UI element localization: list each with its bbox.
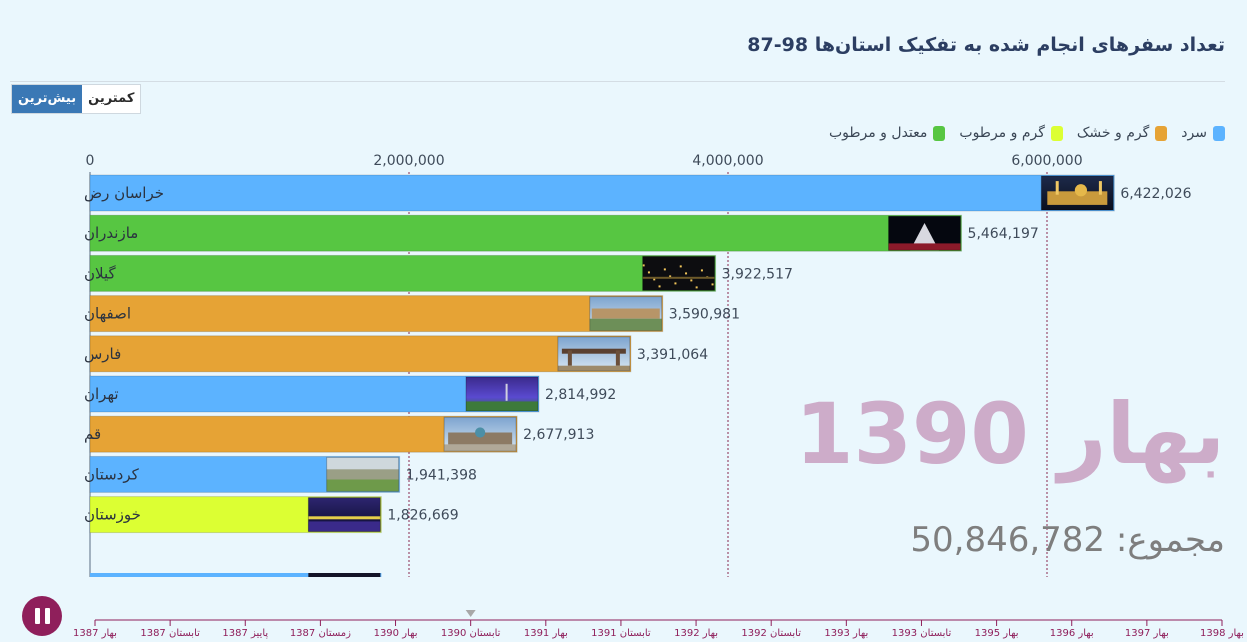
- timeline-label[interactable]: تابستان 1393: [892, 628, 952, 639]
- legend-item-temperate-humid[interactable]: معتدل و مرطوب: [828, 125, 946, 141]
- timeline-label[interactable]: زمستان 1387: [290, 628, 351, 639]
- x-tick-label: 4,000,000: [692, 153, 763, 169]
- bar-thumbnail: [589, 296, 663, 332]
- province-label: گیلان: [84, 264, 116, 282]
- legend-item-hot-humid[interactable]: گرم و مرطوب: [959, 125, 1063, 141]
- province-label: تهران: [84, 385, 119, 403]
- title-divider: [10, 81, 1225, 82]
- bar-thumbnail: [307, 497, 381, 533]
- province-label: خوزستان: [84, 506, 141, 524]
- bar-thumbnail: [443, 416, 517, 452]
- bar-thumbnail: [557, 336, 631, 372]
- legend-label-hot-humid: گرم و مرطوب: [959, 125, 1045, 141]
- province-label: خراسان رض: [84, 184, 164, 202]
- timeline-label[interactable]: تابستان 1387: [140, 628, 200, 639]
- legend-item-cold[interactable]: سرد: [1181, 125, 1225, 141]
- province-label: فارس: [84, 345, 121, 363]
- bar-value-label: 6,422,026: [1120, 186, 1191, 202]
- timeline-label[interactable]: بهار 1398: [1200, 628, 1244, 639]
- timeline-label[interactable]: پاییز 1387: [222, 628, 268, 639]
- x-tick-label: 2,000,000: [373, 153, 444, 169]
- bar-thumbnail: [642, 255, 716, 291]
- timeline-label[interactable]: تابستان 1392: [741, 628, 801, 639]
- bar-value-label: 5,464,197: [968, 226, 1039, 242]
- timeline-label[interactable]: بهار 1391: [524, 628, 568, 639]
- timeline-label[interactable]: بهار 1390: [374, 628, 418, 639]
- pause-button[interactable]: [22, 596, 62, 636]
- bar-value-label: 2,677,913: [523, 427, 594, 443]
- province-label: کردستان: [84, 465, 140, 483]
- bar[interactable]: [89, 214, 963, 252]
- sort-least-button[interactable]: کمترین: [82, 85, 141, 113]
- bar[interactable]: [89, 295, 664, 333]
- legend-label-cold: سرد: [1181, 125, 1207, 141]
- timeline-label[interactable]: بهار 1387: [73, 628, 117, 639]
- timeline-label[interactable]: بهار 1393: [824, 628, 868, 639]
- bar-chart: 0 2,000,000 4,000,000 6,000,000 6,422,026 خرا…: [84, 153, 1192, 577]
- bar-thumbnail: [326, 456, 400, 492]
- pause-icon-bar: [44, 608, 50, 624]
- bar[interactable]: [89, 174, 1115, 212]
- timeline-label[interactable]: بهار 1392: [674, 628, 718, 639]
- bar-entering: [90, 573, 382, 577]
- sort-toggle[interactable]: بیش‌ترین کمترین: [11, 84, 142, 114]
- legend-swatch-temperate-humid: [933, 125, 946, 141]
- timeline-label[interactable]: بهار 1397: [1125, 628, 1169, 639]
- timeline-slider[interactable]: بهار 1387 تابستان 1387 پاییز 1387 زمستان 13…: [0, 600, 1247, 642]
- bar-value-label: 1,941,398: [406, 467, 477, 483]
- bar-value-label: 1,826,669: [387, 508, 458, 524]
- x-tick-label: 0: [86, 153, 95, 169]
- bar[interactable]: [89, 335, 632, 373]
- timeline-label[interactable]: بهار 1395: [975, 628, 1019, 639]
- bar[interactable]: [89, 254, 717, 292]
- bar-value-label: 3,590,981: [669, 307, 740, 323]
- pause-icon: [34, 608, 40, 624]
- legend-swatch-hot-dry: [1155, 125, 1168, 141]
- total-label: مجموع: 50,846,782: [910, 520, 1225, 560]
- bar-value-label: 3,391,064: [637, 347, 708, 363]
- province-label: مازندران: [84, 224, 138, 242]
- x-tick-label: 6,000,000: [1011, 153, 1082, 169]
- legend: سرد گرم و خشک گرم و مرطوب معتدل و مرطوب: [829, 125, 1225, 141]
- province-label: اصفهان: [84, 305, 131, 323]
- legend-swatch-hot-humid: [1050, 125, 1063, 141]
- page-title: تعداد سفرهای انجام شده به تفکیک استان‌ها…: [747, 34, 1225, 56]
- period-label: بهار 1390: [795, 385, 1225, 483]
- timeline-label[interactable]: بهار 1396: [1050, 628, 1094, 639]
- timeline-label[interactable]: تابستان 1390: [441, 628, 501, 639]
- legend-item-hot-dry[interactable]: گرم و خشک: [1076, 125, 1168, 141]
- legend-swatch-cold: [1213, 125, 1225, 141]
- legend-label-hot-dry: گرم و خشک: [1076, 125, 1150, 141]
- bar-thumbnail: [1040, 175, 1114, 211]
- bar-thumbnail: [465, 376, 539, 412]
- bar-value-label: 2,814,992: [545, 387, 616, 403]
- bar-value-label: 3,922,517: [722, 266, 793, 282]
- bar-entering-thumbnail: [308, 573, 381, 577]
- timeline-label[interactable]: تابستان 1391: [591, 628, 651, 639]
- timeline-handle[interactable]: [465, 610, 476, 617]
- sort-most-button[interactable]: بیش‌ترین: [12, 85, 83, 113]
- bar[interactable]: [89, 375, 540, 413]
- legend-label-temperate-humid: معتدل و مرطوب: [828, 125, 928, 141]
- province-label: قم: [84, 425, 101, 443]
- bar-thumbnail: [888, 215, 962, 251]
